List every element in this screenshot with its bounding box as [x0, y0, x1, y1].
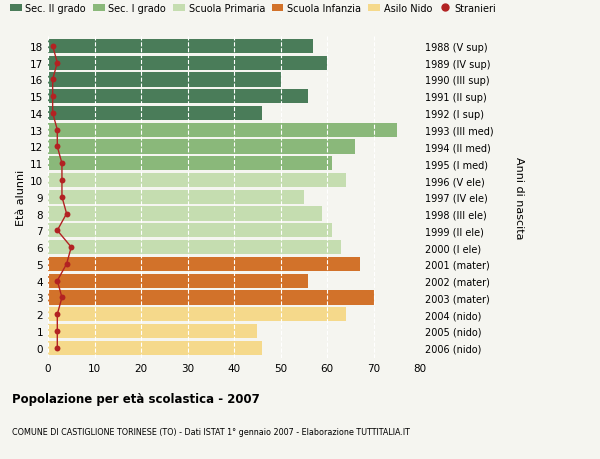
Point [53, 127, 62, 134]
Point [53, 277, 62, 285]
Bar [48, 123, 397, 138]
Point [53, 60, 62, 67]
Bar [48, 291, 373, 305]
Bar [48, 241, 341, 255]
Bar [48, 190, 304, 204]
Point [48, 93, 58, 101]
Point [62, 210, 71, 218]
Point [53, 144, 62, 151]
Bar [48, 224, 332, 238]
Point [57, 177, 67, 185]
Point [67, 244, 76, 251]
Bar [48, 174, 346, 188]
Bar [48, 207, 322, 221]
Bar [48, 90, 308, 104]
Point [48, 77, 58, 84]
Bar [48, 73, 281, 87]
Bar [48, 157, 332, 171]
Bar [48, 341, 262, 355]
Point [53, 344, 62, 352]
Y-axis label: Età alunni: Età alunni [16, 169, 26, 225]
Point [57, 194, 67, 201]
Point [57, 294, 67, 302]
Point [62, 261, 71, 268]
Bar [48, 56, 327, 71]
Text: COMUNE DI CASTIGLIONE TORINESE (TO) - Dati ISTAT 1° gennaio 2007 - Elaborazione : COMUNE DI CASTIGLIONE TORINESE (TO) - Da… [12, 427, 410, 436]
Bar [48, 106, 262, 121]
Bar [48, 274, 308, 288]
Bar [48, 257, 359, 271]
Y-axis label: Anni di nascita: Anni di nascita [514, 156, 524, 239]
Point [57, 160, 67, 168]
Point [53, 227, 62, 235]
Point [53, 328, 62, 335]
Text: Popolazione per età scolastica - 2007: Popolazione per età scolastica - 2007 [12, 392, 260, 405]
Legend: Sec. II grado, Sec. I grado, Scuola Primaria, Scuola Infanzia, Asilo Nido, Stran: Sec. II grado, Sec. I grado, Scuola Prim… [6, 0, 500, 18]
Bar [48, 308, 346, 322]
Bar [48, 324, 257, 338]
Point [48, 110, 58, 118]
Bar [48, 140, 355, 154]
Bar [48, 39, 313, 54]
Point [53, 311, 62, 318]
Point [48, 43, 58, 50]
